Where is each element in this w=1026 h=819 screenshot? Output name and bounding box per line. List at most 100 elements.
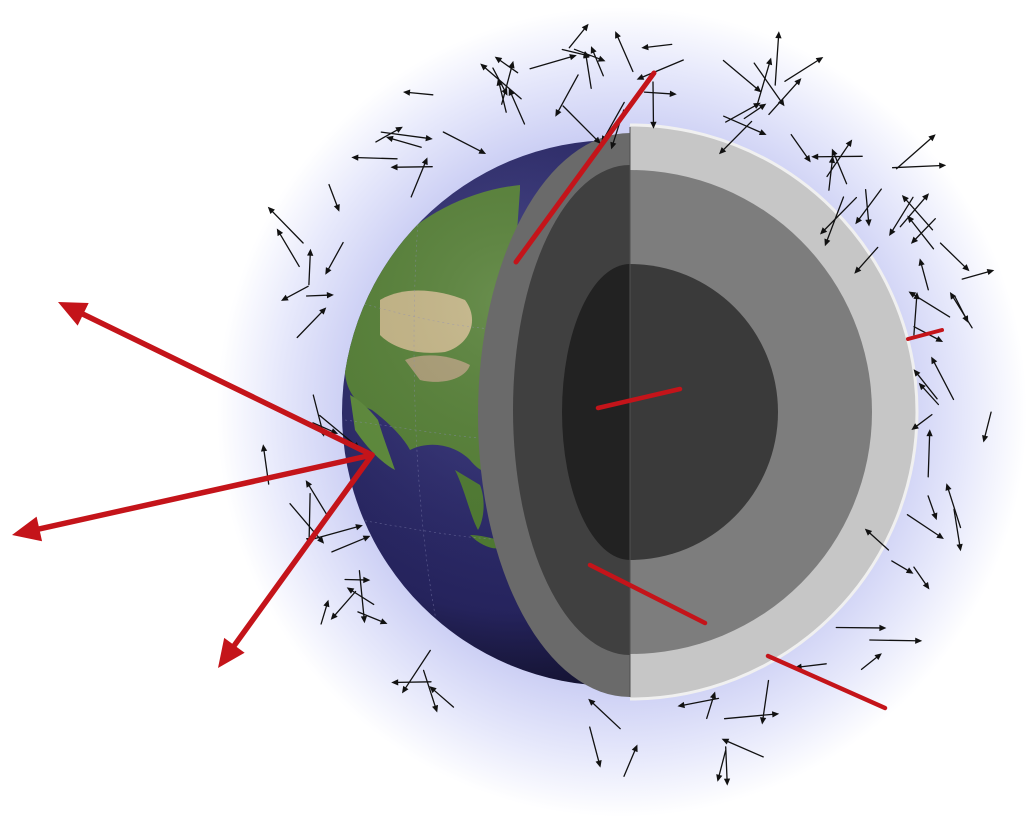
red-arrow <box>12 452 375 542</box>
black-arrow <box>918 382 940 406</box>
black-arrow <box>918 258 929 291</box>
black-arrow <box>723 115 767 135</box>
black-arrow <box>346 587 375 606</box>
black-arrow <box>496 78 507 113</box>
black-arrow <box>906 514 944 539</box>
black-arrow <box>305 292 334 299</box>
black-arrow <box>623 744 638 777</box>
black-arrow <box>555 74 579 117</box>
red-arrow <box>218 452 375 668</box>
black-arrow <box>723 711 780 720</box>
black-arrow <box>927 495 938 521</box>
black-arrow <box>743 103 767 120</box>
red-segment <box>906 328 944 341</box>
black-arrow <box>391 679 432 686</box>
black-arrow <box>901 195 934 231</box>
black-arrow <box>759 679 770 725</box>
black-arrow <box>716 750 727 782</box>
black-arrow <box>891 162 947 169</box>
black-arrow <box>828 155 836 191</box>
black-arrow <box>774 31 782 86</box>
black-arrow <box>331 535 371 553</box>
black-arrow <box>913 369 938 400</box>
black-arrow <box>835 624 887 632</box>
black-arrow <box>677 697 720 709</box>
black-arrow <box>357 611 388 625</box>
black-arrow <box>358 570 368 624</box>
red-segment <box>587 562 708 626</box>
black-arrow <box>721 738 764 758</box>
black-arrow <box>982 411 992 443</box>
black-arrow <box>325 241 344 275</box>
black-arrow <box>855 188 882 225</box>
black-arrow <box>330 590 357 620</box>
black-arrow <box>908 291 951 318</box>
black-arrow <box>529 54 577 70</box>
earth-interior-back <box>630 123 919 701</box>
black-arrow <box>753 62 785 107</box>
core-section <box>562 264 630 560</box>
black-arrow <box>854 246 879 274</box>
black-arrow <box>615 31 634 73</box>
black-arrow <box>820 196 858 235</box>
black-arrow <box>375 126 403 143</box>
black-arrow <box>722 59 762 93</box>
black-arrow <box>784 57 824 82</box>
black-arrow <box>568 23 589 49</box>
black-arrow <box>831 148 848 185</box>
black-arrow <box>351 154 398 161</box>
black-arrow <box>756 57 773 107</box>
earth-interior-front <box>478 133 630 697</box>
black-arrow <box>429 686 455 708</box>
black-arrow <box>480 63 522 100</box>
black-arrow <box>954 296 969 323</box>
black-arrow <box>312 422 339 434</box>
black-arrow <box>913 566 930 590</box>
black-arrow <box>939 242 970 272</box>
black-arrow <box>826 139 853 178</box>
black-arrow <box>889 196 914 236</box>
black-arrow <box>267 206 304 244</box>
black-arrow <box>945 483 962 529</box>
black-arrow <box>864 528 890 551</box>
black-arrow <box>911 413 933 430</box>
black-arrow <box>636 59 684 80</box>
black-arrow <box>562 105 601 144</box>
black-arrow <box>442 131 487 154</box>
red-segment <box>765 653 888 711</box>
black-arrow <box>590 46 604 77</box>
black-arrow <box>926 429 933 478</box>
black-arrow <box>869 637 923 644</box>
black-arrow <box>895 134 936 170</box>
black-arrow <box>328 183 340 212</box>
black-arrow <box>931 356 955 401</box>
black-arrow <box>320 599 330 625</box>
black-arrow <box>706 691 717 720</box>
black-arrow <box>790 133 811 163</box>
black-arrow <box>403 89 434 96</box>
black-arrow <box>650 81 657 129</box>
black-arrow <box>296 307 327 339</box>
black-arrow <box>910 218 936 244</box>
red-arrow-group <box>12 70 944 711</box>
black-arrow <box>561 48 591 58</box>
black-arrow <box>386 135 422 148</box>
red-segment <box>595 386 683 411</box>
black-arrow <box>641 43 673 51</box>
black-arrow <box>422 669 439 713</box>
black-arrow <box>380 131 433 142</box>
black-arrow <box>309 524 363 541</box>
black-arrow <box>723 746 731 786</box>
black-arrow <box>643 90 677 97</box>
black-arrow <box>899 193 929 228</box>
black-arrow <box>864 188 872 227</box>
red-segment <box>513 70 657 265</box>
red-arrow <box>58 302 375 458</box>
black-arrow <box>824 196 845 247</box>
black-arrow <box>768 78 802 116</box>
black-arrow <box>410 157 428 198</box>
black-arrow <box>402 649 431 694</box>
black-arrow <box>588 698 621 730</box>
black-arrow <box>276 228 300 268</box>
